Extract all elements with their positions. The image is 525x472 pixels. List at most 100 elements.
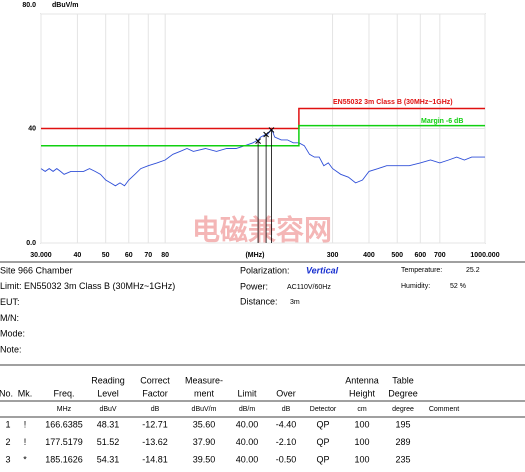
table-cell: 235	[395, 454, 410, 464]
info-field: 52 %	[450, 283, 466, 290]
legend-label: EN55032 3m Class B (30MHz~1GHz)	[333, 99, 453, 106]
table-cell: 2	[5, 437, 10, 447]
table-unit: degree	[392, 406, 414, 413]
table-cell: -14.81	[142, 454, 168, 464]
table-cell: QP	[316, 454, 329, 464]
watermark: 电磁兼容网	[192, 213, 332, 245]
table-header: Mk.	[18, 388, 33, 398]
table-unit: dB	[282, 406, 291, 413]
table-cell: -13.62	[142, 437, 168, 447]
table-cell: 40.00	[236, 419, 259, 429]
marker	[263, 131, 269, 138]
table-header: ment	[194, 388, 215, 398]
info-field: 25.2	[466, 267, 480, 274]
table-header: Antenna	[345, 375, 379, 385]
x-tick-label: 700	[434, 252, 446, 259]
table-cell: 289	[395, 437, 410, 447]
info-label: Note:	[0, 344, 22, 354]
table-cell: 100	[354, 437, 369, 447]
info-label: M/N:	[0, 313, 19, 323]
table-cell: !	[24, 419, 27, 429]
table-cell: -4.40	[276, 419, 297, 429]
x-tick-label: 1000.000	[470, 252, 499, 259]
table-unit: dBuV	[99, 406, 116, 413]
table-header: Height	[349, 388, 376, 398]
table-cell: 35.60	[193, 419, 216, 429]
table-header: Correct	[140, 375, 170, 385]
table-cell: 3	[5, 454, 10, 464]
table-cell: 100	[354, 419, 369, 429]
table-cell: -0.50	[276, 454, 297, 464]
legend-label: Margin -6 dB	[421, 118, 463, 125]
info-field: Temperature:	[401, 267, 442, 274]
info-field: Polarization:	[240, 265, 290, 275]
x-tick-label: 500	[391, 252, 403, 259]
x-tick-label: 60	[125, 252, 133, 259]
x-tick-label: 50	[102, 252, 110, 259]
table-header: Degree	[388, 388, 418, 398]
x-tick-label: 80	[161, 252, 169, 259]
y-tick-label: 80.0	[22, 2, 36, 9]
y-tick-label: 0.0	[26, 240, 36, 247]
table-cell: *	[23, 454, 27, 464]
info-label: Limit: EN55032 3m Class B (30MHz~1GHz)	[0, 281, 175, 291]
x-tick-label: 300	[327, 252, 339, 259]
marker	[255, 138, 261, 144]
table-header: Freq.	[53, 388, 74, 398]
info-label: Mode:	[0, 329, 25, 339]
table-unit: Comment	[429, 406, 459, 413]
y-label: dBuV/m	[52, 2, 78, 9]
y-tick-label: 40	[28, 125, 36, 132]
table-header: No.	[0, 388, 13, 398]
table-cell: 166.6385	[45, 419, 83, 429]
table-cell: 40.00	[236, 437, 259, 447]
table-header: Reading	[91, 375, 125, 385]
table-cell: 39.50	[193, 454, 216, 464]
table-cell: QP	[316, 437, 329, 447]
x-tick-label: 400	[363, 252, 375, 259]
table-cell: 195	[395, 419, 410, 429]
table-cell: !	[24, 437, 27, 447]
table-unit: dB/m	[239, 406, 256, 413]
table-cell: -2.10	[276, 437, 297, 447]
table-cell: 37.90	[193, 437, 216, 447]
table-cell: 177.5179	[45, 437, 83, 447]
series-line	[41, 107, 485, 130]
x-tick-label: 600	[414, 252, 426, 259]
table-unit: MHz	[57, 406, 72, 413]
table-unit: dB	[151, 406, 160, 413]
x-label: (MHz)	[245, 252, 264, 259]
table-cell: 185.1626	[45, 454, 83, 464]
table-header: Factor	[142, 388, 168, 398]
series-line	[40, 127, 485, 187]
x-tick-label: 30.000	[30, 252, 52, 259]
table-cell: -12.71	[142, 419, 168, 429]
marker	[268, 127, 275, 133]
table-unit: dBuV/m	[192, 406, 217, 413]
info-field: Distance:	[240, 296, 278, 306]
table-cell: 1	[5, 419, 10, 429]
table-cell: 51.52	[97, 437, 120, 447]
table-unit: Detector	[310, 406, 337, 413]
info-field: AC110V/60Hz	[287, 284, 331, 291]
info-label: Site 966 Chamber	[0, 265, 73, 275]
table-cell: 100	[354, 454, 369, 464]
table-header: Measure-	[185, 375, 223, 385]
table-header: Table	[392, 375, 414, 385]
series-line	[41, 124, 485, 147]
table-unit: cm	[357, 406, 367, 413]
table-header: Over	[276, 388, 296, 398]
table-header: Limit	[237, 388, 257, 398]
info-field: Vertical	[306, 265, 339, 275]
table-cell: QP	[316, 419, 329, 429]
x-tick-label: 70	[144, 252, 152, 259]
table-cell: 40.00	[236, 454, 259, 464]
table-cell: 54.31	[97, 454, 120, 464]
info-label: EUT:	[0, 297, 20, 307]
info-field: Humidity:	[401, 283, 430, 290]
x-tick-label: 40	[74, 252, 82, 259]
info-field: 3m	[290, 299, 300, 306]
table-header: Level	[97, 388, 119, 398]
info-field: Power:	[240, 281, 268, 291]
